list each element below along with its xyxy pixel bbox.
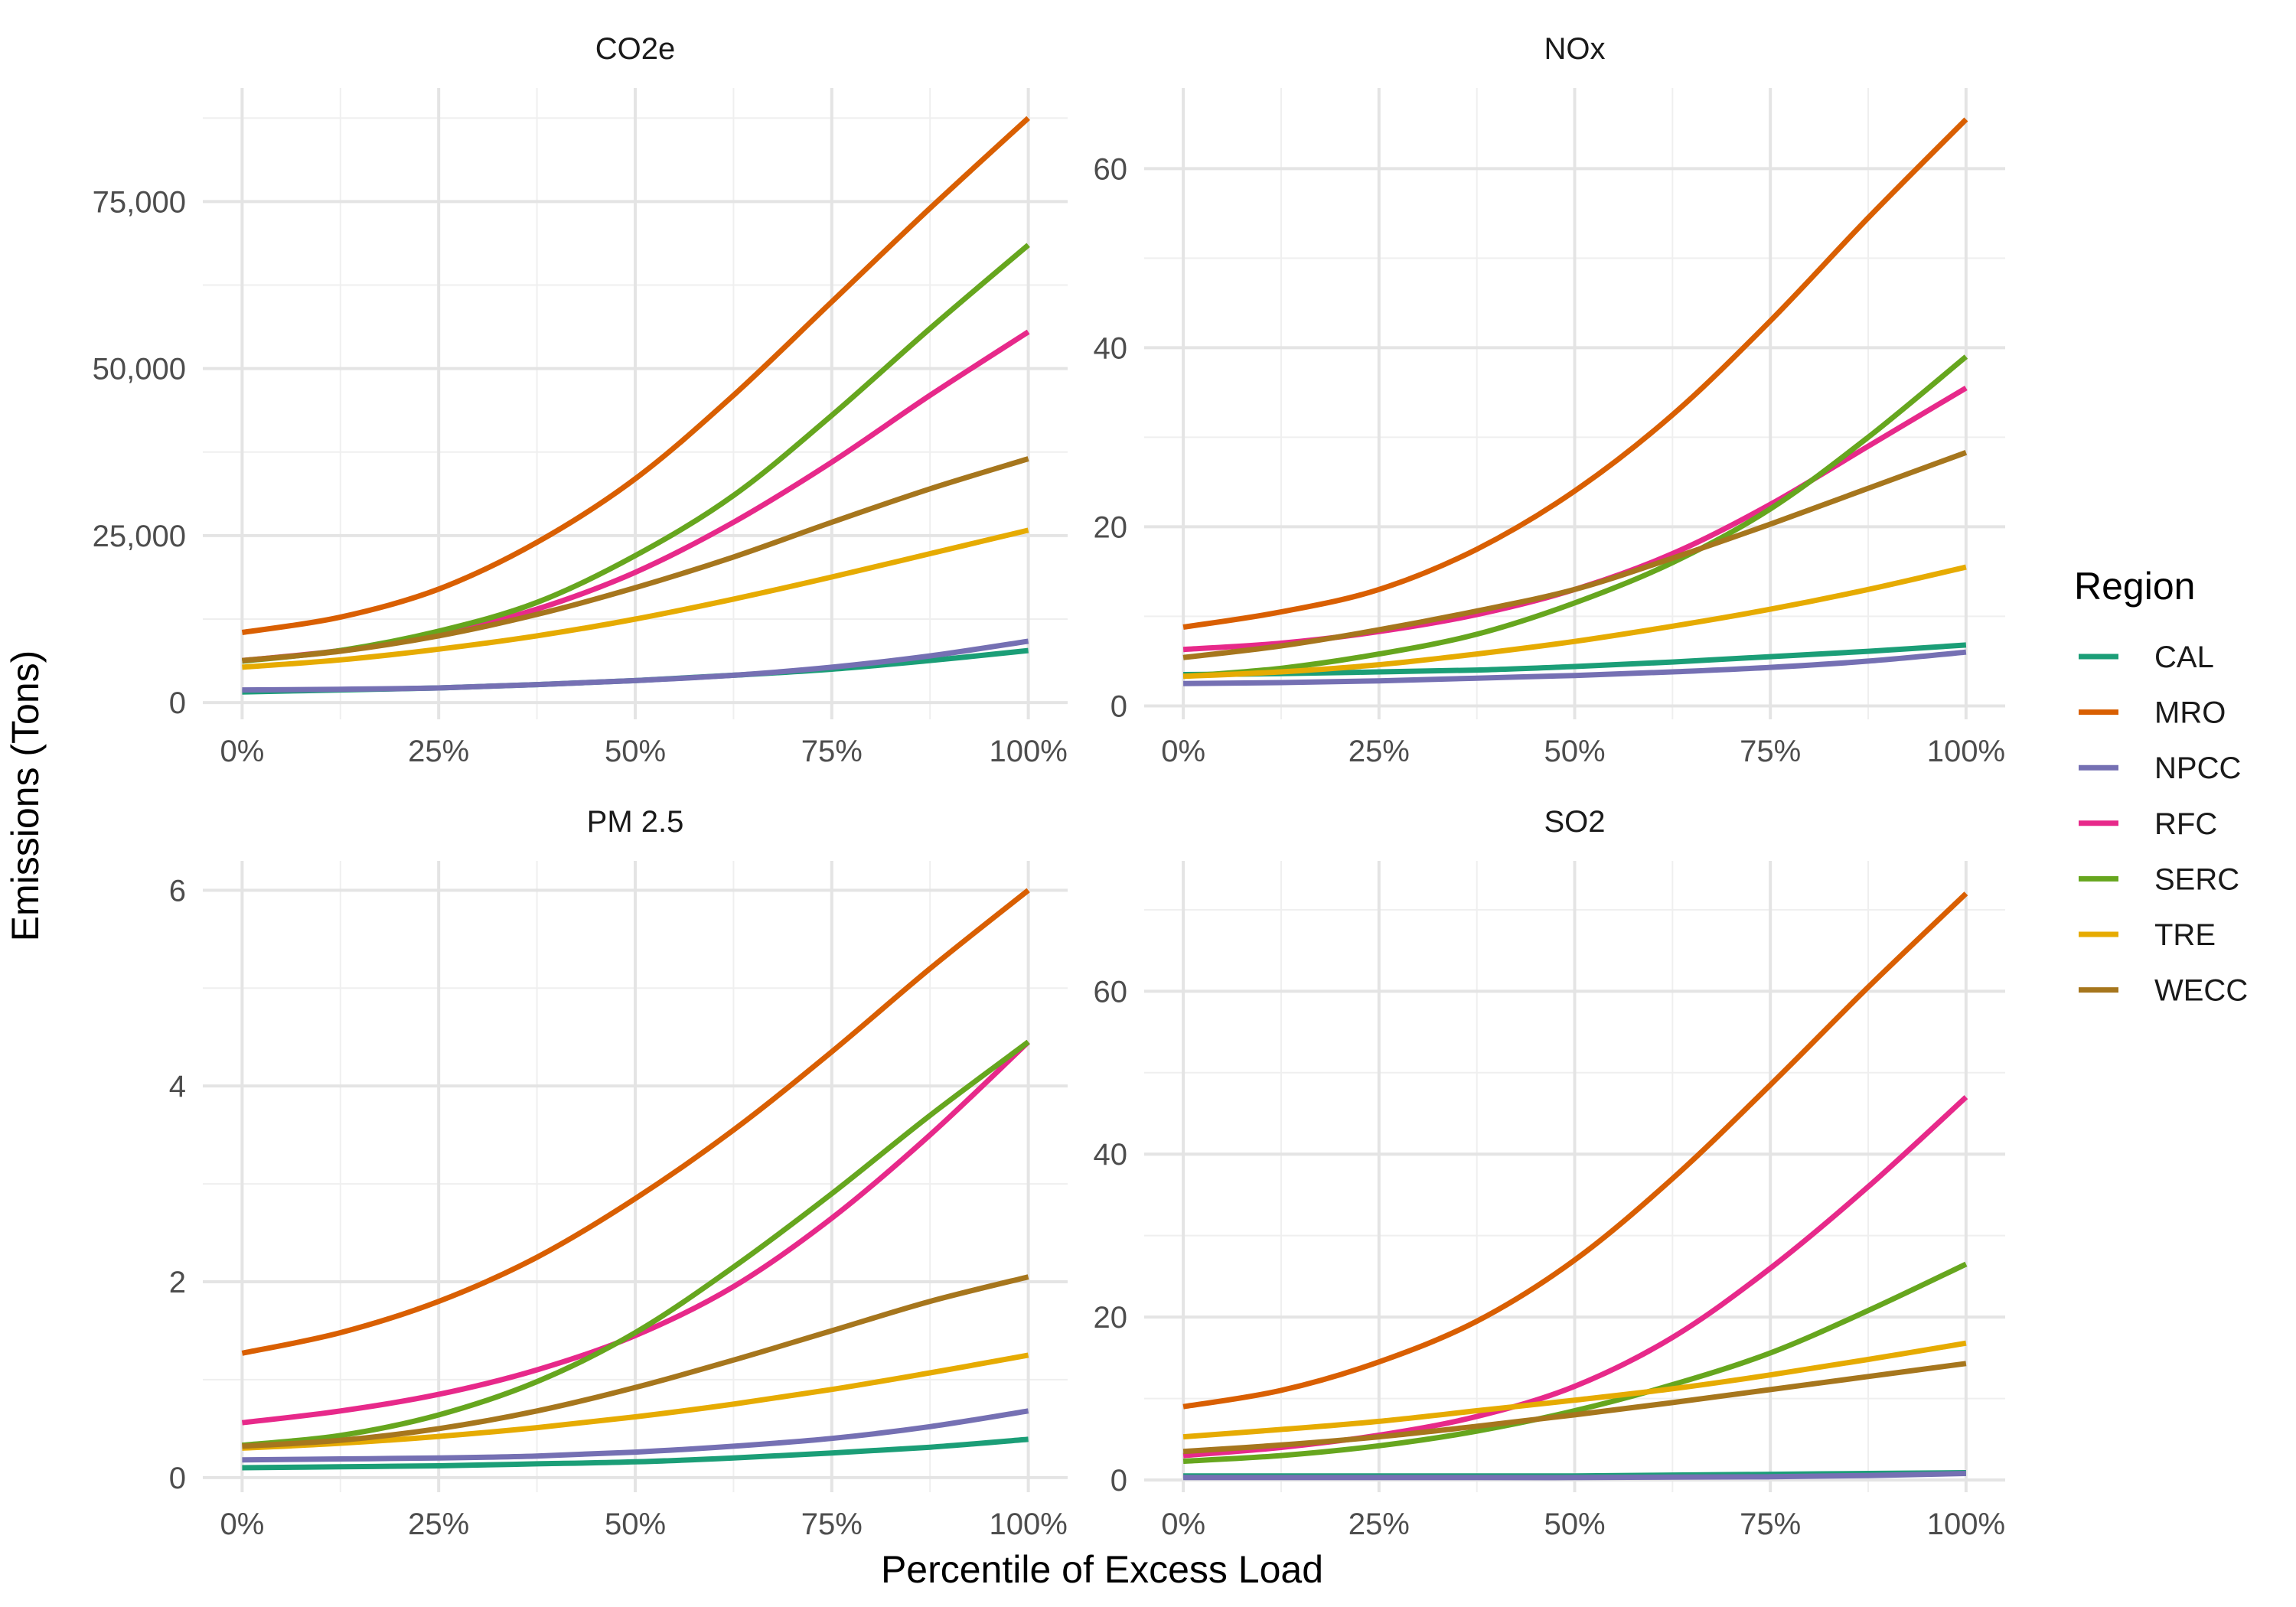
x-tick-label: 0% [220, 1508, 264, 1541]
series-line-mro-pm-2-5 [241, 888, 1030, 1356]
panel-pm-2-5: PM 2.5 0% 25% 50% 75% 100% 0 2 4 6 [169, 805, 1068, 1541]
legend-items: CAL MRO NPCC RFC SERC TRE WECC [2079, 641, 2248, 1008]
x-tick-label: 75% [1740, 735, 1801, 768]
x-tick-label: 100% [989, 735, 1067, 768]
x-tick-label: 0% [220, 735, 264, 768]
legend-item-npcc: NPCC [2079, 751, 2241, 785]
series-line-mro-so2 [1182, 892, 1968, 1410]
series-line-wecc-pm-2-5 [242, 1274, 1029, 1449]
series-line-npcc-co2e [242, 638, 1029, 693]
x-tick-label: 75% [801, 735, 863, 768]
panel-nox: NOx 0% 25% 50% 75% 100% 0 20 40 60 [1094, 32, 2006, 768]
y-tick-label: 0 [169, 1462, 186, 1495]
y-tick-label: 40 [1094, 331, 1128, 365]
legend-label-cal: CAL [2154, 641, 2214, 674]
series-line-mro-co2e [241, 116, 1030, 635]
x-tick-label: 50% [605, 1508, 666, 1541]
panel-title-pm-2-5: PM 2.5 [587, 805, 684, 839]
y-tick-label: 20 [1094, 510, 1128, 544]
legend-title: Region [2074, 565, 2195, 608]
y-axis-title: Emissions (Tons) [4, 650, 47, 942]
legend-item-rfc: RFC [2079, 807, 2217, 841]
series-line-tre-nox [1182, 564, 1967, 680]
series-line-serc-nox [1182, 354, 1968, 680]
legend-item-tre: TRE [2079, 918, 2216, 952]
panels-layer: CO2e 0% 25% 50% 75% 100% 0 25,000 50,000 75,000 NO… [93, 32, 2005, 1541]
legend-label-rfc: RFC [2154, 807, 2217, 841]
x-tick-label: 100% [1927, 735, 2005, 768]
y-tick-label: 4 [169, 1070, 186, 1103]
series-line-cal-pm-2-5 [242, 1436, 1029, 1471]
x-tick-label: 50% [605, 735, 666, 768]
y-tick-label: 0 [169, 686, 186, 720]
x-tick-label: 0% [1161, 1508, 1205, 1541]
series-line-npcc-nox [1183, 649, 1967, 686]
legend-label-tre: TRE [2154, 918, 2216, 952]
panel-title-co2e: CO2e [595, 32, 676, 66]
y-tick-label: 40 [1094, 1138, 1128, 1172]
legend-item-wecc: WECC [2079, 974, 2248, 1008]
series-line-serc-pm-2-5 [242, 1039, 1030, 1449]
x-tick-label: 75% [801, 1508, 863, 1541]
x-tick-label: 0% [1161, 735, 1205, 768]
legend-item-cal: CAL [2079, 641, 2214, 674]
legend-label-serc: SERC [2154, 862, 2239, 896]
legend-item-mro: MRO [2079, 696, 2226, 730]
series-line-wecc-so2 [1182, 1361, 1967, 1455]
x-tick-label: 25% [408, 1508, 469, 1541]
x-tick-label: 50% [1544, 735, 1605, 768]
panel-co2e: CO2e 0% 25% 50% 75% 100% 0 25,000 50,000 75,000 [93, 32, 1068, 768]
x-tick-label: 25% [1349, 735, 1410, 768]
x-tick-label: 25% [1349, 1508, 1410, 1541]
x-tick-label: 50% [1544, 1508, 1605, 1541]
series-line-serc-so2 [1182, 1261, 1968, 1464]
panel-title-nox: NOx [1544, 32, 1606, 66]
y-tick-label: 20 [1094, 1301, 1128, 1335]
series-line-rfc-pm-2-5 [241, 1040, 1031, 1426]
series-line-wecc-nox [1182, 450, 1968, 660]
y-tick-label: 25,000 [93, 520, 186, 553]
y-tick-label: 50,000 [93, 353, 186, 386]
x-tick-label: 75% [1740, 1508, 1801, 1541]
y-tick-label: 60 [1094, 152, 1128, 186]
legend-label-npcc: NPCC [2154, 751, 2241, 785]
legend-label-mro: MRO [2154, 696, 2226, 730]
series-line-npcc-so2 [1183, 1471, 1966, 1481]
y-tick-label: 75,000 [93, 185, 186, 219]
panel-title-so2: SO2 [1544, 805, 1605, 839]
series-line-wecc-co2e [242, 456, 1029, 663]
series-line-cal-nox [1183, 642, 1967, 677]
y-tick-label: 2 [169, 1266, 186, 1299]
legend-label-wecc: WECC [2154, 974, 2248, 1008]
series-line-tre-co2e [242, 527, 1029, 670]
series-line-tre-so2 [1182, 1340, 1967, 1440]
legend-item-serc: SERC [2079, 862, 2239, 896]
x-tick-label: 100% [989, 1508, 1067, 1541]
x-axis-title: Percentile of Excess Load [881, 1548, 1323, 1591]
legend: Region CAL MRO NPCC RFC SERC TRE WECC [2074, 565, 2248, 1008]
y-tick-label: 0 [1110, 1464, 1127, 1498]
x-tick-label: 25% [408, 735, 469, 768]
y-tick-label: 60 [1094, 975, 1128, 1009]
x-tick-label: 100% [1927, 1508, 2005, 1541]
y-tick-label: 0 [1110, 689, 1127, 723]
series-line-mro-nox [1182, 117, 1968, 630]
y-tick-label: 6 [169, 874, 186, 908]
series-line-tre-pm-2-5 [242, 1352, 1029, 1451]
panel-so2: SO2 0% 25% 50% 75% 100% 0 20 40 60 [1094, 805, 2006, 1541]
series-line-npcc-pm-2-5 [242, 1408, 1029, 1463]
